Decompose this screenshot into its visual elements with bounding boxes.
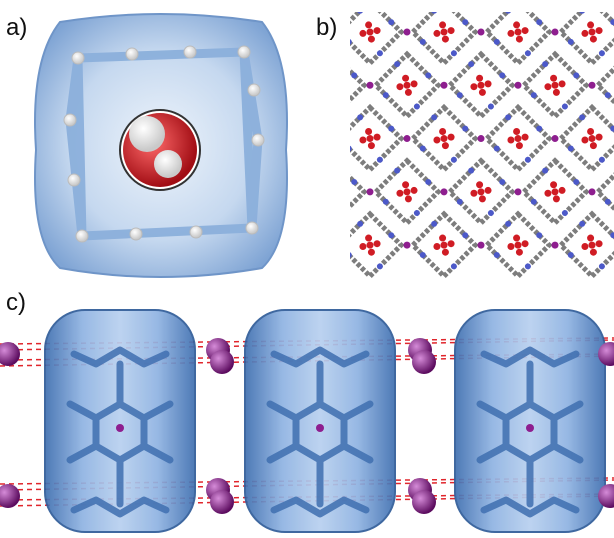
metal-ion (588, 188, 596, 196)
cage-capsule (244, 309, 396, 533)
lattice-cage (409, 12, 479, 67)
lattice-cage (446, 157, 516, 227)
metal-ion (412, 490, 436, 514)
cage-capsule (44, 309, 196, 533)
metal-ion (403, 241, 411, 249)
lattice-cage (520, 157, 590, 227)
metal-ion (477, 241, 485, 249)
lattice-cage (483, 103, 553, 174)
metal-ion (403, 28, 411, 36)
metal-ion (598, 484, 614, 508)
lattice-cage (350, 210, 405, 280)
panel-label-b: b) (316, 14, 338, 41)
metal-ion (0, 484, 20, 508)
metal-ion (440, 81, 448, 89)
lattice-cage (557, 103, 614, 174)
cage-capsule (454, 309, 606, 533)
metal-ion (0, 342, 20, 366)
lattice-cage (483, 210, 553, 280)
metal-ion (477, 135, 485, 143)
metal-ion (412, 350, 436, 374)
metal-ion (366, 81, 374, 89)
metal-ion (440, 188, 448, 196)
lattice-cage (350, 50, 368, 120)
lattice-cage (350, 12, 405, 67)
panel-label-c: c) (6, 289, 26, 316)
lattice-cage (446, 50, 516, 120)
panel-label-a: a) (6, 14, 28, 41)
lattice-cage (372, 50, 442, 120)
lattice-cage (594, 12, 614, 14)
lattice-cage (409, 210, 479, 280)
metal-ion (210, 490, 234, 514)
metal-ion (514, 188, 522, 196)
water-molecule (119, 109, 201, 191)
hydrogen-atoms (63, 45, 265, 243)
lattice-cage (520, 50, 590, 120)
lattice-cage (557, 12, 614, 67)
crystal-packing-icon (350, 12, 614, 280)
lattice-cage (594, 50, 614, 120)
metal-ion (477, 28, 485, 36)
metal-ion (366, 188, 374, 196)
lattice-cage (372, 157, 442, 227)
lattice-cage (350, 103, 405, 174)
metal-ion (551, 135, 559, 143)
metal-ion (403, 135, 411, 143)
molecular-cage-icon (34, 13, 288, 278)
metal-ion (551, 241, 559, 249)
metal-ion (210, 350, 234, 374)
lattice-cage (483, 12, 553, 67)
metal-ion (588, 81, 596, 89)
cage-chain-icon (0, 309, 614, 533)
lattice-cage (350, 157, 368, 227)
metal-ion (514, 81, 522, 89)
lattice-cage (594, 157, 614, 227)
lattice-cage (557, 210, 614, 280)
lattice-cage (409, 103, 479, 174)
metal-ion (551, 28, 559, 36)
metal-ion (598, 342, 614, 366)
